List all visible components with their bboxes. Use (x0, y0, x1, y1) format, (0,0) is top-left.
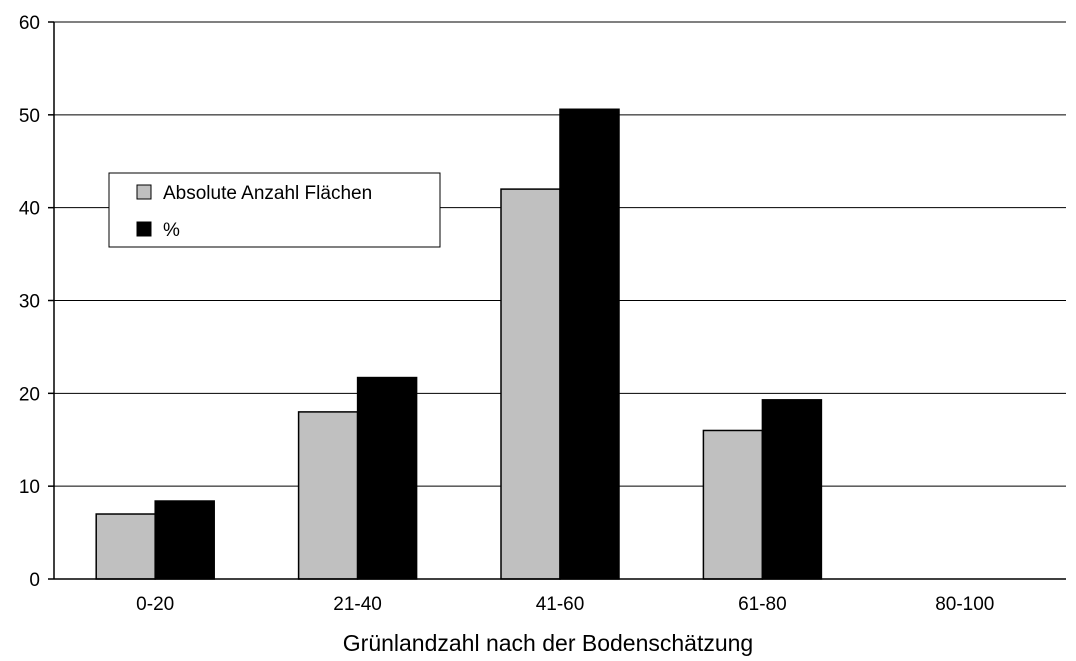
legend-label-absolute: Absolute Anzahl Flächen (163, 183, 372, 204)
x-tick-label: 80-100 (935, 594, 994, 615)
y-tick-label: 60 (19, 13, 40, 34)
y-tick-label: 0 (29, 570, 40, 591)
x-tick-label: 21-40 (333, 594, 382, 615)
x-tick-label: 61-80 (738, 594, 787, 615)
y-tick-label: 20 (19, 384, 40, 405)
y-tick-labels: 0 10 20 30 40 50 60 (19, 13, 40, 591)
x-tick-labels: 0-20 21-40 41-60 61-80 80-100 (136, 594, 994, 615)
bar-percent (356, 376, 418, 580)
x-axis-title: Grünlandzahl nach der Bodenschätzung (343, 630, 753, 656)
axes (48, 21, 1066, 580)
legend-label-percent: % (163, 220, 180, 241)
x-tick-label: 0-20 (136, 594, 174, 615)
legend-swatch-percent (136, 221, 152, 237)
bar-percent (559, 108, 620, 580)
bars (95, 108, 823, 580)
bar-percent (761, 399, 823, 580)
legend: Absolute Anzahl Flächen % (108, 172, 441, 248)
bar-percent (154, 500, 215, 580)
y-tick-label: 30 (19, 292, 40, 313)
bar-absolute (500, 188, 561, 580)
legend-swatch-absolute (136, 184, 152, 200)
y-tick-label: 40 (19, 199, 40, 220)
bar-absolute (95, 513, 156, 580)
legend-box (108, 172, 441, 248)
bar-absolute (297, 411, 359, 580)
bar-absolute (702, 429, 764, 580)
y-tick-label: 10 (19, 477, 40, 498)
x-tick-label: 41-60 (536, 594, 585, 615)
y-tick-label: 50 (19, 106, 40, 127)
